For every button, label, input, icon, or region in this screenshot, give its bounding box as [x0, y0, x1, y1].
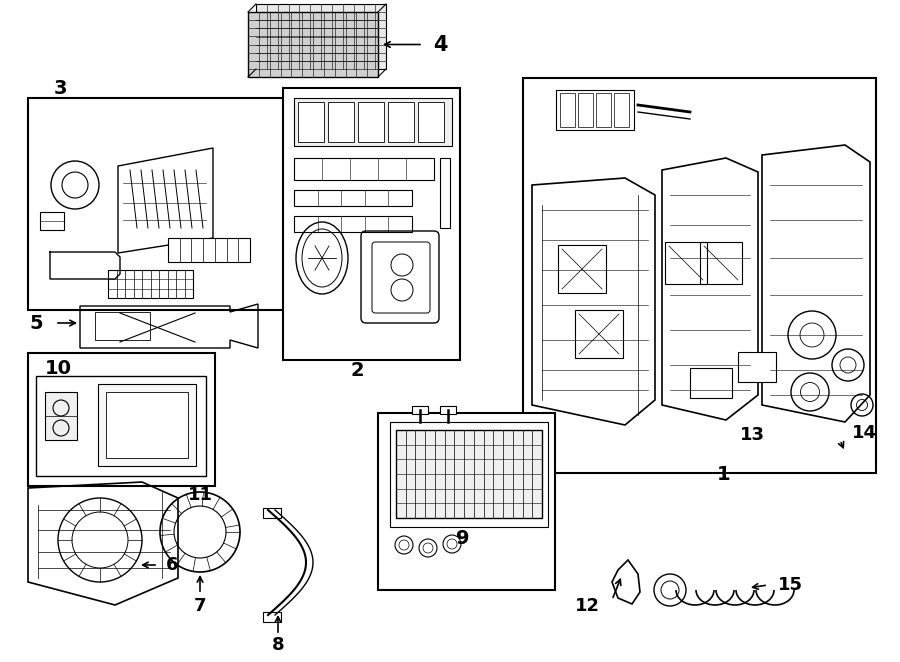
Text: 5: 5	[30, 314, 43, 332]
Bar	[248, 12, 378, 77]
Text: 14: 14	[852, 424, 877, 442]
Bar	[388, 102, 414, 142]
Bar	[168, 238, 250, 262]
Bar	[575, 310, 623, 358]
Bar	[40, 212, 64, 230]
Bar	[418, 102, 444, 142]
Text: 10: 10	[44, 359, 71, 377]
Bar	[28, 98, 295, 310]
Text: 1: 1	[717, 465, 731, 485]
Bar	[298, 102, 324, 142]
Bar	[396, 430, 542, 518]
Bar	[358, 102, 384, 142]
Bar	[106, 392, 188, 458]
Bar	[98, 384, 196, 466]
Bar	[108, 270, 193, 298]
Bar	[614, 93, 629, 127]
Bar	[95, 312, 150, 340]
Bar	[45, 392, 77, 440]
Bar	[256, 4, 386, 69]
Bar	[578, 93, 593, 127]
Bar	[440, 406, 456, 414]
Text: 6: 6	[166, 556, 178, 574]
Text: 15: 15	[778, 576, 803, 594]
Bar	[596, 93, 611, 127]
Text: 11: 11	[187, 486, 212, 504]
Bar	[440, 158, 450, 228]
Bar	[665, 242, 707, 284]
Text: 3: 3	[53, 79, 67, 97]
Text: 9: 9	[456, 528, 470, 547]
Text: 13: 13	[740, 426, 764, 444]
Bar	[378, 413, 555, 590]
Bar	[263, 508, 281, 518]
Bar	[412, 406, 428, 414]
Bar	[523, 78, 876, 473]
Text: 8: 8	[272, 636, 284, 654]
Bar	[560, 93, 575, 127]
Bar	[283, 88, 460, 360]
Bar	[690, 368, 732, 398]
Bar	[294, 98, 452, 146]
Bar	[36, 376, 206, 476]
Bar	[390, 422, 548, 527]
Text: 12: 12	[575, 597, 600, 615]
Bar	[556, 90, 634, 130]
Bar	[738, 352, 776, 382]
Bar	[294, 216, 412, 232]
Text: 2: 2	[350, 361, 364, 379]
Bar	[700, 242, 742, 284]
Bar	[294, 190, 412, 206]
Bar	[28, 353, 215, 486]
Bar	[263, 612, 281, 622]
Bar	[558, 245, 606, 293]
Bar	[294, 158, 434, 180]
Bar	[328, 102, 354, 142]
Text: 4: 4	[433, 34, 447, 54]
Text: 7: 7	[194, 597, 206, 615]
